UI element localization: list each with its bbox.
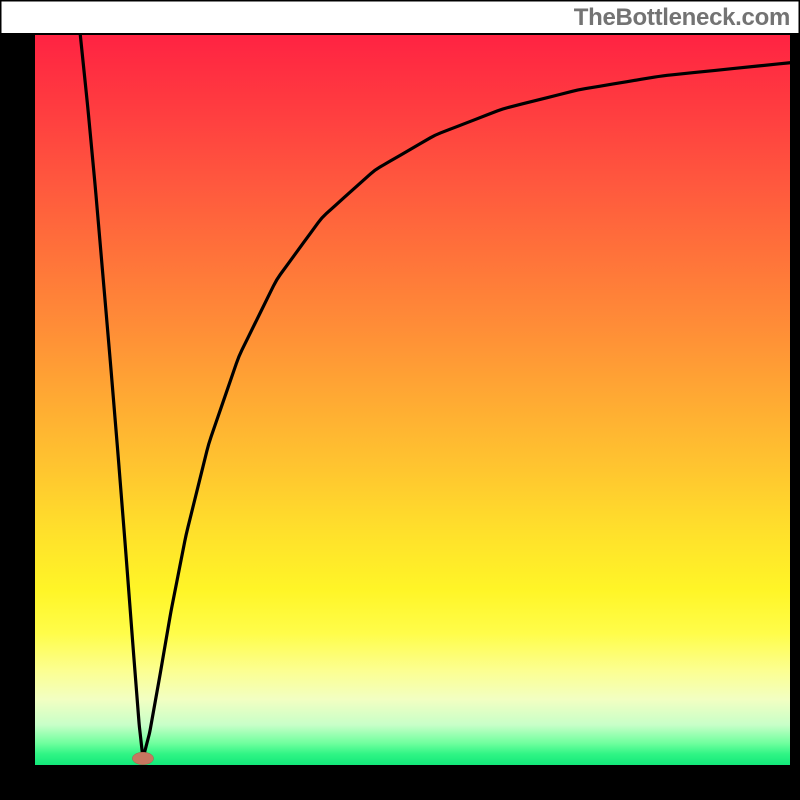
chart-svg xyxy=(0,0,800,800)
watermark-text: TheBottleneck.com xyxy=(574,4,790,32)
bottleneck-chart: TheBottleneck.com xyxy=(0,0,800,800)
